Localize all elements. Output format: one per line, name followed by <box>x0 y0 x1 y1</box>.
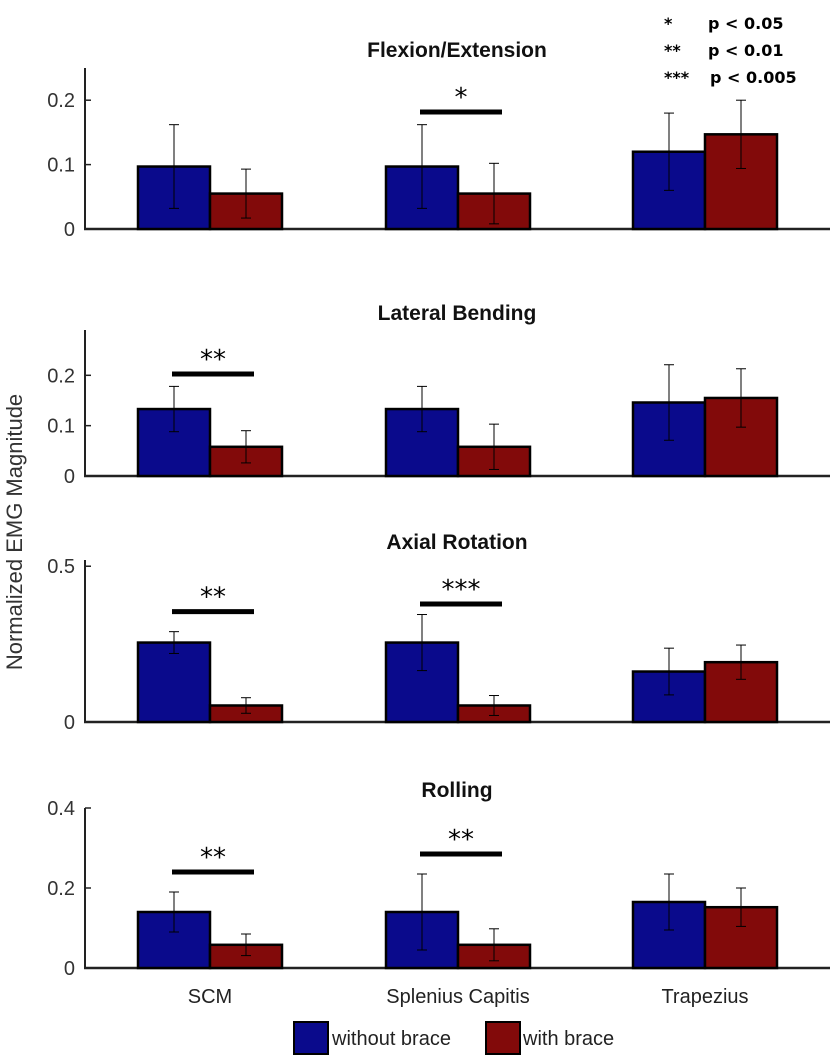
significance-legend-row: ** p < 0.01 <box>664 37 832 64</box>
y-tick-label: 0 <box>64 219 75 241</box>
significance-stars-scm: ** <box>200 843 226 873</box>
y-tick-label: 0 <box>64 712 75 734</box>
significance-legend-row: * p < 0.05 <box>664 10 832 37</box>
x-tick-label-splenius-capitis: Splenius Capitis <box>386 986 529 1008</box>
significance-stars-splenius-capitis: ** <box>448 825 474 855</box>
x-tick-label-trapezius: Trapezius <box>661 986 748 1008</box>
y-tick-label: 0 <box>64 466 75 488</box>
y-axis-label: Normalized EMG Magnitude <box>2 394 27 670</box>
bar-without-brace-scm <box>136 641 212 724</box>
significance-stars: ** <box>664 41 681 60</box>
y-tick-label: 0.1 <box>47 416 75 438</box>
x-tick-label-scm: SCM <box>188 986 232 1008</box>
significance-threshold: p < 0.05 <box>708 14 784 33</box>
panel-title-flexion-extension: Flexion/Extension <box>367 39 547 62</box>
significance-stars: * <box>664 14 673 33</box>
significance-stars: *** <box>664 68 690 87</box>
y-tick-label: 0.2 <box>47 878 75 900</box>
panel-title-rolling: Rolling <box>421 779 492 802</box>
panel-title-lateral-bending: Lateral Bending <box>378 302 537 325</box>
legend-label-without-brace: without brace <box>332 1028 451 1050</box>
y-tick-label: 0.1 <box>47 155 75 177</box>
y-tick-label: 0.2 <box>47 90 75 112</box>
significance-stars-splenius-capitis: *** <box>442 575 481 605</box>
significance-legend: * p < 0.05 ** p < 0.01 *** p < 0.005 <box>664 10 832 91</box>
y-tick-label: 0.4 <box>47 798 75 820</box>
significance-legend-row: *** p < 0.005 <box>664 64 832 91</box>
legend-label-with-brace: with brace <box>523 1028 615 1050</box>
significance-threshold: p < 0.01 <box>708 41 784 60</box>
significance-threshold: p < 0.005 <box>710 68 797 87</box>
legend-swatch-with-brace <box>485 1021 521 1055</box>
y-tick-label: 0.5 <box>47 556 75 578</box>
y-tick-label: 0.2 <box>47 365 75 387</box>
significance-stars-scm: ** <box>200 345 226 375</box>
significance-stars-splenius-capitis: * <box>455 83 468 113</box>
panel-title-axial-rotation: Axial Rotation <box>386 531 527 554</box>
y-tick-label: 0 <box>64 958 75 980</box>
legend-swatch-without-brace <box>293 1021 329 1055</box>
significance-stars-scm: ** <box>200 583 226 613</box>
